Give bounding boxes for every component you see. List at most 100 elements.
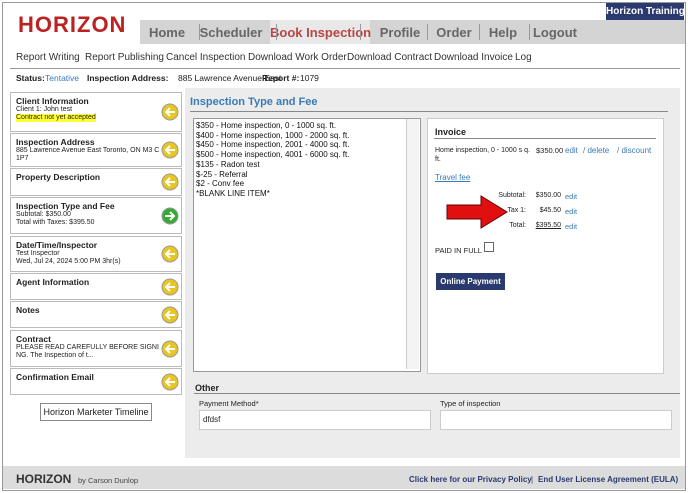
option[interactable]: $135 - Radon test bbox=[196, 159, 260, 169]
arrow-icon[interactable] bbox=[161, 306, 179, 324]
footer-by: by Carson Dunlop bbox=[78, 476, 139, 485]
nav-separator bbox=[275, 24, 277, 40]
nav-item[interactable]: Home bbox=[148, 25, 186, 40]
submenu-link[interactable]: Report Writing bbox=[16, 52, 80, 63]
other-rule bbox=[194, 393, 680, 394]
arrow-icon[interactable] bbox=[161, 141, 179, 159]
option[interactable]: $350 - Home inspection, 0 - 1000 sq. ft. bbox=[196, 121, 337, 130]
arrow-icon[interactable] bbox=[161, 373, 179, 391]
total-label: Tax 1: bbox=[507, 207, 526, 214]
nav-separator bbox=[529, 24, 530, 40]
option[interactable]: $2 - Conv fee bbox=[196, 179, 245, 189]
eula-link[interactable]: End User License Agreement (EULA) bbox=[538, 475, 679, 484]
training-tab[interactable]: Horizon Training bbox=[606, 3, 685, 20]
submenu-link[interactable]: Download Contract bbox=[347, 52, 433, 63]
panel-line: PLEASE READ CAREFULLY BEFORE SIGNI NG. T… bbox=[16, 344, 159, 359]
timeline-button[interactable]: Horizon Marketer Timeline bbox=[40, 403, 152, 421]
invoice-link[interactable]: / delete bbox=[583, 146, 610, 155]
arrow-icon[interactable] bbox=[161, 103, 179, 121]
sidebar-panel[interactable]: Property Description bbox=[10, 168, 182, 196]
paid-checkbox[interactable] bbox=[484, 242, 494, 252]
status-report: 1079 bbox=[300, 73, 319, 83]
red-arrow bbox=[446, 195, 508, 229]
nav-item[interactable]: Logout bbox=[532, 25, 578, 40]
icon-arrow bbox=[164, 281, 175, 292]
sidebar-panel[interactable]: Inspection Address 885 Lawrence Avenue Ea… bbox=[10, 133, 182, 167]
submenu-link[interactable]: Download Work Order bbox=[248, 52, 347, 63]
pay-button[interactable]: Online Payment bbox=[436, 273, 505, 290]
nav-bar bbox=[140, 20, 685, 44]
panel-line: 885 Lawrence Avenue East Toronto, ON M3 … bbox=[16, 147, 160, 162]
sidebar-panel[interactable]: Date/Time/Inspector Test Inspector Wed, Ju… bbox=[10, 236, 182, 272]
title-rule bbox=[190, 111, 668, 112]
arrow-icon[interactable] bbox=[161, 173, 179, 191]
sidebar-panel[interactable]: Contract PLEASE READ CAREFULLY BEFORE SIG… bbox=[10, 330, 182, 367]
sidebar-panel[interactable]: Inspection Type and Fee Subtotal: $350.00… bbox=[10, 197, 182, 234]
total-link[interactable]: edit bbox=[565, 192, 578, 201]
total-label: Total: bbox=[509, 222, 526, 229]
footer-bar bbox=[3, 466, 685, 489]
nav-item[interactable]: Profile bbox=[379, 25, 421, 40]
sidebar-panel[interactable]: Notes bbox=[10, 301, 182, 328]
privacy-link[interactable]: Click here for our Privacy Policy bbox=[409, 475, 532, 484]
submenu-link[interactable]: Log bbox=[515, 52, 532, 63]
invoice-box: Invoice Home inspection, 0 - 1000 s q. ft… bbox=[427, 118, 664, 374]
nav-item[interactable]: Help bbox=[488, 25, 518, 40]
options-list[interactable]: $350 - Home inspection, 0 - 1000 sq. ft.… bbox=[193, 118, 421, 372]
status-status-label: Status: bbox=[16, 73, 45, 83]
nav-active-bg bbox=[270, 20, 370, 44]
footer-separator: | bbox=[531, 475, 534, 484]
panel-line: Client 1: John test bbox=[16, 106, 73, 113]
invoice-item: Home inspection, 0 - 1000 s q. ft. bbox=[435, 147, 530, 163]
paid-label: PAID IN FULL bbox=[435, 246, 482, 255]
invoice-link[interactable]: / discount bbox=[617, 146, 652, 155]
option[interactable]: *BLANK LINE ITEM* bbox=[196, 188, 270, 198]
status-report-label: Report #: bbox=[262, 73, 300, 83]
scrollbar bbox=[406, 119, 419, 369]
sidebar-panel[interactable]: Agent Information bbox=[10, 273, 182, 300]
field-label: Payment Method* bbox=[199, 399, 259, 408]
panel-title: Inspection Type and Fee bbox=[16, 201, 115, 211]
panel-title: Client Information bbox=[16, 96, 89, 106]
nav-separator bbox=[199, 24, 200, 40]
submenu-link[interactable]: Cancel Inspection bbox=[166, 52, 246, 63]
submenu-link[interactable]: Report Publishing bbox=[85, 52, 164, 63]
panel-line: Contract not yet accepted bbox=[16, 114, 96, 122]
arrow-icon[interactable] bbox=[161, 278, 179, 296]
submenu-link[interactable]: Download Invoice bbox=[434, 52, 513, 63]
field-input[interactable] bbox=[440, 410, 672, 430]
total-amount: $45.50 bbox=[539, 207, 561, 214]
panel-title: Date/Time/Inspector bbox=[16, 240, 98, 250]
sidebar-panel[interactable]: Confirmation Email bbox=[10, 368, 182, 395]
logo: HORIZON bbox=[18, 12, 127, 37]
panel-title: Confirmation Email bbox=[16, 372, 94, 382]
panel-title: Inspection Address bbox=[16, 137, 95, 147]
field-label: Type of inspection bbox=[440, 399, 501, 408]
icon-arrow bbox=[164, 249, 175, 259]
status-address: 885 Lawrence Avenue East bbox=[178, 73, 282, 83]
nav-separator bbox=[478, 24, 480, 40]
icon-arrow bbox=[164, 145, 175, 155]
invoice-title: Invoice bbox=[435, 127, 467, 137]
other-title: Other bbox=[195, 383, 220, 393]
total-link[interactable]: edit bbox=[565, 207, 578, 216]
icon-arrow bbox=[164, 376, 175, 387]
arrow-icon[interactable] bbox=[161, 340, 179, 358]
total-link[interactable]: edit bbox=[565, 222, 578, 231]
option[interactable]: $450 - Home inspection, 2001 - 4000 sq. … bbox=[196, 140, 350, 150]
nav-item[interactable]: Scheduler bbox=[199, 25, 263, 40]
nav-item[interactable]: Book Inspection bbox=[270, 25, 372, 40]
option[interactable]: $500 - Home inspection, 4001 - 6000 sq. … bbox=[196, 150, 350, 160]
nav-item[interactable]: Order bbox=[436, 25, 472, 40]
option[interactable]: $-25 - Referral bbox=[196, 169, 248, 179]
travel-fee-link[interactable]: Travel fee bbox=[435, 173, 471, 182]
invoice-link[interactable]: edit bbox=[565, 146, 578, 155]
arrow-icon[interactable] bbox=[161, 207, 179, 225]
option[interactable]: $400 - Home inspection, 1000 - 2000 sq. … bbox=[196, 130, 350, 140]
sidebar-panel[interactable]: Client Information Client 1: John test Con… bbox=[10, 92, 182, 132]
panel-title: Property Description bbox=[16, 172, 101, 182]
panel-title: Agent Information bbox=[16, 277, 90, 287]
field-input[interactable]: dfdsf bbox=[199, 410, 431, 430]
arrow-icon[interactable] bbox=[161, 245, 179, 263]
